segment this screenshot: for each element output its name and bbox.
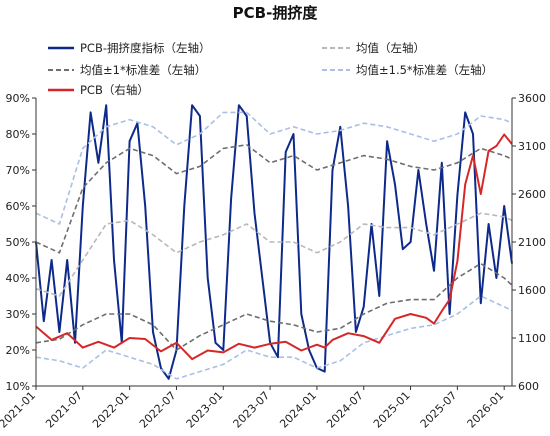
y-left-tick-label: 20% [6, 344, 30, 357]
x-tick-label: 2025-01 [371, 389, 413, 431]
x-tick-label: 2021-07 [43, 389, 85, 431]
x-tick-label: 2022-07 [137, 389, 179, 431]
series-line-6 [35, 133, 513, 361]
legend-item-mean-1.5std: 均值±1.5*标准差（左轴） [322, 63, 493, 77]
y-left-tick-label: 70% [6, 164, 30, 177]
y-right-tick-label: 1600 [518, 284, 546, 297]
y-left-tick-label: 60% [6, 200, 30, 213]
series-line-4 [35, 111, 513, 225]
legend-item-mean: 均值（左轴） [322, 41, 425, 55]
x-tick-label: 2021-01 [0, 389, 38, 431]
chart-title: PCB-拥挤度 [233, 4, 319, 22]
x-tick-label: 2026-01 [465, 389, 507, 431]
y-right-tick-label: 600 [518, 380, 539, 393]
y-left-tick-label: 80% [6, 128, 30, 141]
legend-label-pcb: PCB（右轴） [80, 83, 149, 97]
legend: PCB-拥挤度指标（左轴） 均值（左轴） 均值±1*标准差（左轴） 均值±1.5… [48, 41, 493, 97]
y-right-tick-label: 2100 [518, 236, 546, 249]
series-line-3 [35, 262, 513, 351]
x-tick-label: 2024-01 [277, 389, 319, 431]
series-line-5 [35, 295, 513, 380]
legend-label-mean-1.5std: 均值±1.5*标准差（左轴） [356, 63, 493, 77]
x-tick-label: 2025-07 [418, 389, 460, 431]
y-right-tick-label: 2600 [518, 188, 546, 201]
x-tick-label: 2022-01 [90, 389, 132, 431]
y-left-tick-label: 30% [6, 308, 30, 321]
series-line-1 [35, 212, 513, 297]
plot-area [35, 104, 513, 380]
legend-label-mean: 均值（左轴） [356, 41, 425, 55]
y-right-tick-label: 1100 [518, 332, 546, 345]
x-tick-label: 2024-07 [324, 389, 366, 431]
y-left-tick-label: 10% [6, 380, 30, 393]
legend-item-mean-1std: 均值±1*标准差（左轴） [48, 63, 206, 77]
series-line-2 [35, 144, 513, 254]
y-left-tick-label: 40% [6, 272, 30, 285]
y-right-tick-label: 3600 [518, 92, 546, 105]
x-tick-label: 2023-01 [184, 389, 226, 431]
legend-item-crowding: PCB-拥挤度指标（左轴） [48, 41, 211, 55]
y-left-tick-label: 50% [6, 236, 30, 249]
y-right-tick-label: 3100 [518, 140, 546, 153]
x-tick-label: 2023-07 [231, 389, 273, 431]
legend-item-pcb: PCB（右轴） [48, 83, 149, 97]
legend-label-mean-1std: 均值±1*标准差（左轴） [80, 63, 206, 77]
y-left-tick-label: 90% [6, 92, 30, 105]
series-line-0 [35, 104, 513, 380]
legend-label-crowding: PCB-拥挤度指标（左轴） [80, 41, 211, 55]
